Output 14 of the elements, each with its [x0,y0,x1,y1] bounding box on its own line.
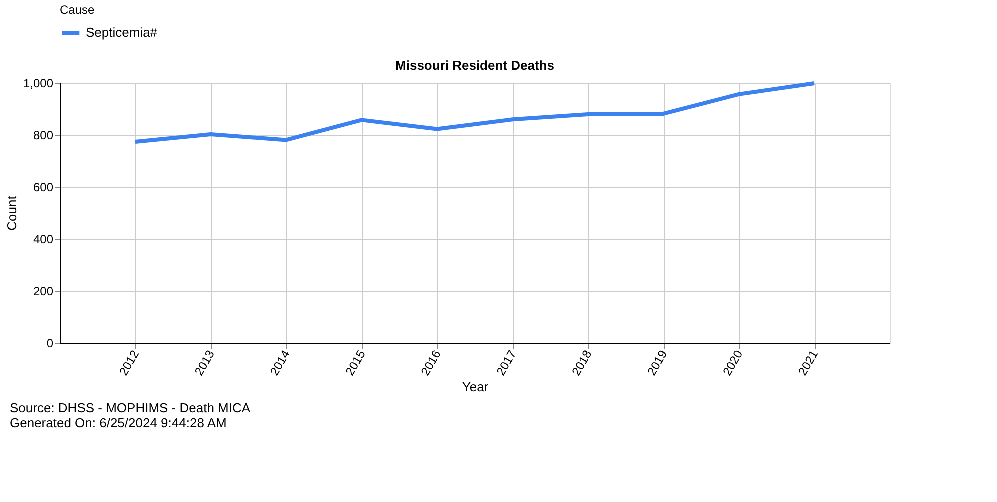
y-tick-label: 1,000 [23,76,54,90]
x-axis-title: Year [462,380,490,395]
legend-title: Cause [60,3,96,17]
y-tick-label: 400 [33,232,54,246]
source-note: Source: DHSS - MOPHIMS - Death MICA [10,400,251,416]
y-tick-label: 800 [33,128,54,142]
y-tick-label: 0 [46,336,54,350]
chart-title: Missouri Resident Deaths [396,58,554,73]
y-tick-label: 200 [33,284,54,298]
y-axis-title: Count [4,196,20,231]
legend-label: Septicemia# [86,25,158,40]
y-tick-label: 600 [33,180,54,194]
line-series [133,82,817,144]
text: Generated On: 6/25/2024 9:44:28 AM [10,416,227,430]
